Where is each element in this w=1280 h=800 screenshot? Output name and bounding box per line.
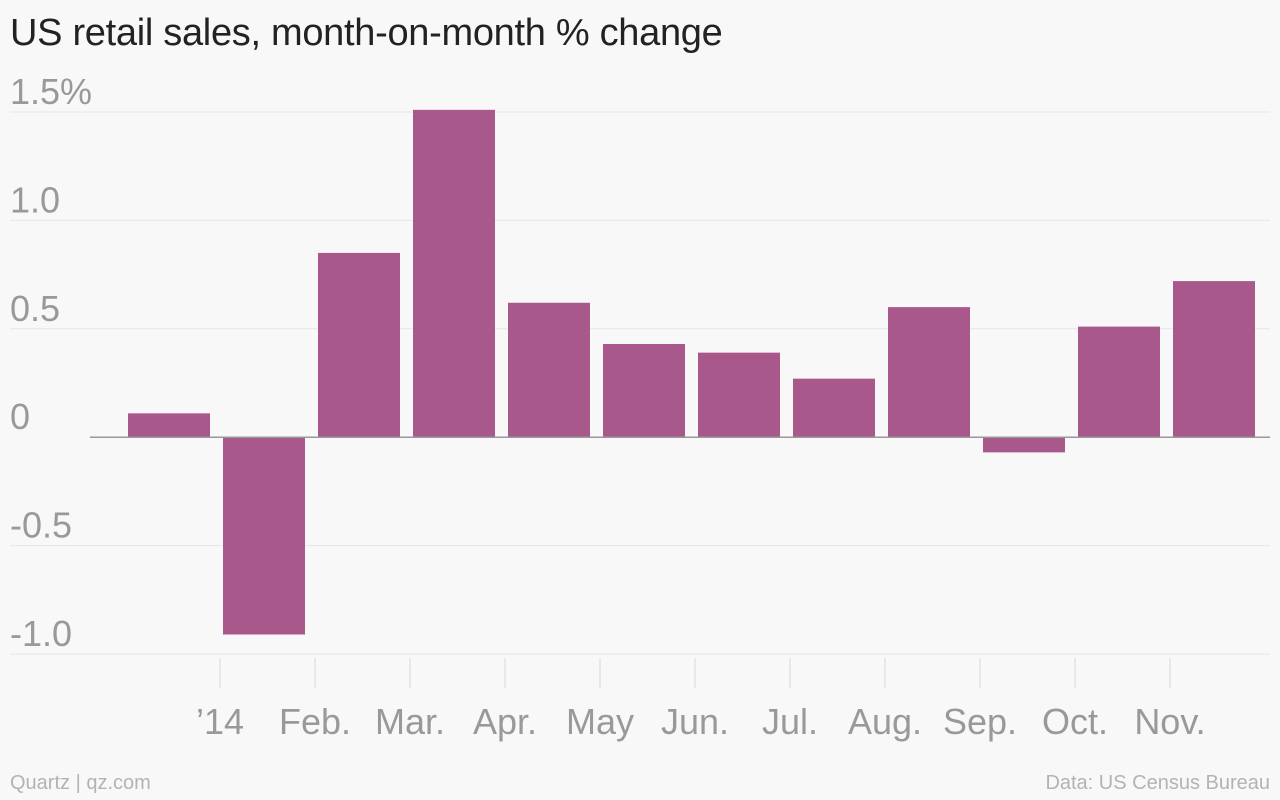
y-tick-label: 0.5 (10, 288, 60, 329)
data-source: Data: US Census Bureau (1045, 772, 1270, 794)
bar (793, 378, 875, 438)
x-ticks (219, 658, 1171, 688)
bars (128, 109, 1255, 635)
bar (1173, 281, 1255, 438)
bar (508, 302, 590, 438)
bar (128, 413, 210, 438)
bar (1078, 326, 1160, 438)
bar (223, 437, 305, 635)
x-axis-labels: ’14 Feb. Mar. Apr. May Jun. Jul. Aug. Sep. Oct. No… (196, 701, 1206, 742)
bar (888, 307, 970, 438)
x-tick-label: Sep. (943, 701, 1017, 742)
x-tick-label: Mar. (375, 701, 445, 742)
bar (318, 252, 400, 438)
x-tick-label: ’14 (196, 701, 244, 742)
x-tick-label: Feb. (279, 701, 351, 742)
y-tick-label: -1.0 (10, 613, 72, 654)
x-tick-label: Nov. (1134, 701, 1205, 742)
y-tick-label: 0 (10, 396, 30, 437)
x-tick-label: Aug. (848, 701, 922, 742)
y-tick-label: -0.5 (10, 505, 72, 546)
source-credit: Quartz | qz.com (10, 772, 151, 794)
chart-title: US retail sales, month-on-month % change (10, 12, 723, 54)
y-tick-label: 1.0 (10, 179, 60, 220)
bar (983, 437, 1065, 453)
x-tick-label: Oct. (1042, 701, 1108, 742)
x-tick-label: May (566, 701, 634, 742)
x-tick-label: Jun. (661, 701, 729, 742)
x-tick-label: Apr. (473, 701, 537, 742)
gridlines (10, 111, 1270, 655)
bar (698, 352, 780, 438)
y-axis-labels: 1.5% 1.0 0.5 0 -0.5 -1.0 (10, 71, 92, 654)
x-tick-label: Jul. (762, 701, 818, 742)
bar (413, 109, 495, 438)
bar (603, 343, 685, 438)
y-tick-label: 1.5% (10, 71, 92, 112)
